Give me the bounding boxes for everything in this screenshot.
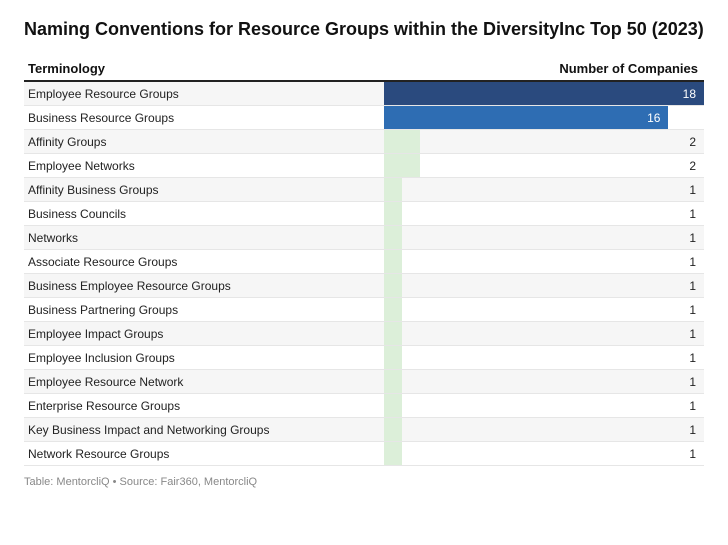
bar-cell: 1 — [384, 370, 704, 393]
term-cell: Business Councils — [24, 202, 384, 225]
table-row: Affinity Groups 2 — [24, 130, 704, 154]
term-cell: Business Employee Resource Groups — [24, 274, 384, 297]
term-cell: Employee Inclusion Groups — [24, 346, 384, 369]
term-cell: Employee Resource Network — [24, 370, 384, 393]
bar-cell: 1 — [384, 274, 704, 297]
bar — [384, 346, 402, 369]
table-row: Employee Resource Network 1 — [24, 370, 704, 394]
bar — [384, 442, 402, 465]
data-table: Terminology Number of Companies Employee… — [24, 61, 704, 466]
bar-value-label: 1 — [689, 346, 696, 369]
bar — [384, 154, 420, 177]
bar — [384, 250, 402, 273]
bar-cell: 1 — [384, 322, 704, 345]
bar-cell: 16 — [384, 106, 704, 129]
table-row: Employee Resource Groups18 — [24, 82, 704, 106]
bar-value-label: 1 — [689, 226, 696, 249]
bar-cell: 1 — [384, 394, 704, 417]
bar-cell: 1 — [384, 202, 704, 225]
bar-cell: 1 — [384, 442, 704, 465]
bar-cell: 2 — [384, 130, 704, 153]
table-row: Key Business Impact and Networking Group… — [24, 418, 704, 442]
table-body: Employee Resource Groups18Business Resou… — [24, 82, 704, 466]
table-row: Business Partnering Groups 1 — [24, 298, 704, 322]
column-header-count: Number of Companies — [384, 61, 704, 76]
table-row: Employee Networks 2 — [24, 154, 704, 178]
table-header-row: Terminology Number of Companies — [24, 61, 704, 82]
bar — [384, 202, 402, 225]
bar — [384, 394, 402, 417]
bar-value-label: 2 — [689, 154, 696, 177]
bar-cell: 18 — [384, 82, 704, 105]
term-cell: Network Resource Groups — [24, 442, 384, 465]
bar-cell: 1 — [384, 418, 704, 441]
term-cell: Affinity Groups — [24, 130, 384, 153]
bar — [384, 178, 402, 201]
table-row: Affinity Business Groups 1 — [24, 178, 704, 202]
table-row: Network Resource Groups 1 — [24, 442, 704, 466]
bar-value-label: 2 — [689, 130, 696, 153]
table-row: Associate Resource Groups 1 — [24, 250, 704, 274]
bar — [384, 418, 402, 441]
bar-value-label: 1 — [689, 370, 696, 393]
term-cell: Employee Resource Groups — [24, 82, 384, 105]
bar — [384, 226, 402, 249]
bar — [384, 370, 402, 393]
term-cell: Networks — [24, 226, 384, 249]
bar-value-label: 1 — [689, 322, 696, 345]
table-row: Business Resource Groups16 — [24, 106, 704, 130]
bar-cell: 1 — [384, 298, 704, 321]
bar-value-label: 1 — [689, 442, 696, 465]
bar-value-label: 1 — [689, 250, 696, 273]
bar: 16 — [384, 106, 668, 129]
table-row: Employee Inclusion Groups 1 — [24, 346, 704, 370]
chart-title: Naming Conventions for Resource Groups w… — [24, 18, 704, 41]
bar — [384, 130, 420, 153]
term-cell: Associate Resource Groups — [24, 250, 384, 273]
bar-value-label: 1 — [689, 298, 696, 321]
term-cell: Employee Networks — [24, 154, 384, 177]
bar-cell: 1 — [384, 346, 704, 369]
bar-cell: 1 — [384, 178, 704, 201]
bar-value-label: 1 — [689, 202, 696, 225]
term-cell: Business Partnering Groups — [24, 298, 384, 321]
table-row: Employee Impact Groups 1 — [24, 322, 704, 346]
term-cell: Business Resource Groups — [24, 106, 384, 129]
bar — [384, 322, 402, 345]
column-header-term: Terminology — [24, 61, 384, 76]
bar — [384, 274, 402, 297]
bar-cell: 2 — [384, 154, 704, 177]
table-row: Networks 1 — [24, 226, 704, 250]
bar — [384, 298, 402, 321]
term-cell: Enterprise Resource Groups — [24, 394, 384, 417]
table-row: Business Employee Resource Groups 1 — [24, 274, 704, 298]
term-cell: Affinity Business Groups — [24, 178, 384, 201]
bar-cell: 1 — [384, 226, 704, 249]
term-cell: Employee Impact Groups — [24, 322, 384, 345]
table-row: Enterprise Resource Groups 1 — [24, 394, 704, 418]
bar-value-label: 1 — [689, 394, 696, 417]
table-row: Business Councils 1 — [24, 202, 704, 226]
bar: 18 — [384, 82, 704, 105]
chart-footer: Table: MentorcliQ • Source: Fair360, Men… — [24, 476, 704, 488]
term-cell: Key Business Impact and Networking Group… — [24, 418, 384, 441]
bar-value-label: 1 — [689, 178, 696, 201]
bar-value-label: 1 — [689, 274, 696, 297]
bar-cell: 1 — [384, 250, 704, 273]
bar-value-label: 1 — [689, 418, 696, 441]
